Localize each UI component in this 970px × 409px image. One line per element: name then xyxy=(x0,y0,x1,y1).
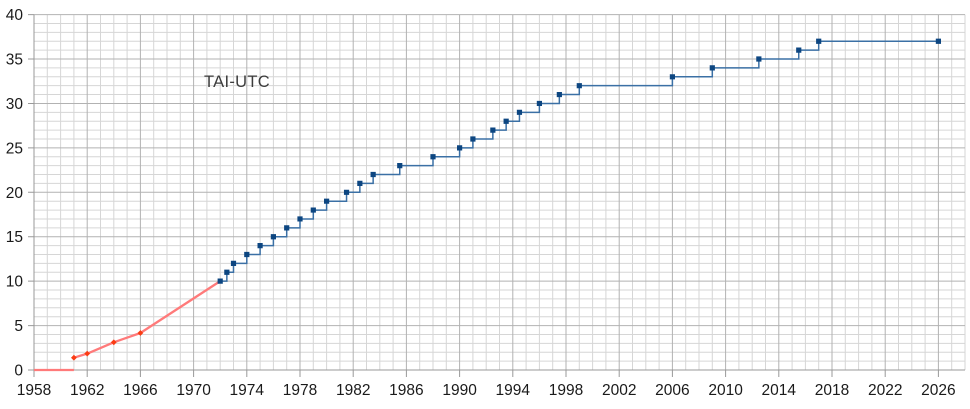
svg-text:1974: 1974 xyxy=(230,382,265,399)
svg-text:1966: 1966 xyxy=(123,382,157,399)
svg-text:1982: 1982 xyxy=(336,382,370,399)
svg-text:1962: 1962 xyxy=(70,382,104,399)
svg-text:1994: 1994 xyxy=(496,382,531,399)
svg-text:1986: 1986 xyxy=(389,382,423,399)
svg-text:2022: 2022 xyxy=(868,382,902,399)
svg-text:2018: 2018 xyxy=(815,382,849,399)
svg-text:20: 20 xyxy=(6,185,24,202)
svg-text:1970: 1970 xyxy=(176,382,211,399)
svg-text:2006: 2006 xyxy=(655,382,689,399)
svg-text:40: 40 xyxy=(6,7,24,24)
svg-text:TAI-UTC: TAI-UTC xyxy=(204,73,270,91)
svg-text:30: 30 xyxy=(6,96,24,113)
svg-text:35: 35 xyxy=(6,52,23,69)
svg-text:10: 10 xyxy=(6,274,24,291)
svg-text:2026: 2026 xyxy=(921,382,955,399)
svg-text:1998: 1998 xyxy=(549,382,583,399)
svg-text:1978: 1978 xyxy=(283,382,317,399)
svg-text:5: 5 xyxy=(14,318,23,335)
svg-text:1958: 1958 xyxy=(17,382,51,399)
svg-text:0: 0 xyxy=(14,363,23,380)
svg-text:2002: 2002 xyxy=(602,382,636,399)
svg-text:25: 25 xyxy=(6,140,23,157)
svg-text:1990: 1990 xyxy=(442,382,477,399)
svg-text:2010: 2010 xyxy=(708,382,743,399)
svg-text:2014: 2014 xyxy=(762,382,797,399)
svg-text:15: 15 xyxy=(6,229,23,246)
